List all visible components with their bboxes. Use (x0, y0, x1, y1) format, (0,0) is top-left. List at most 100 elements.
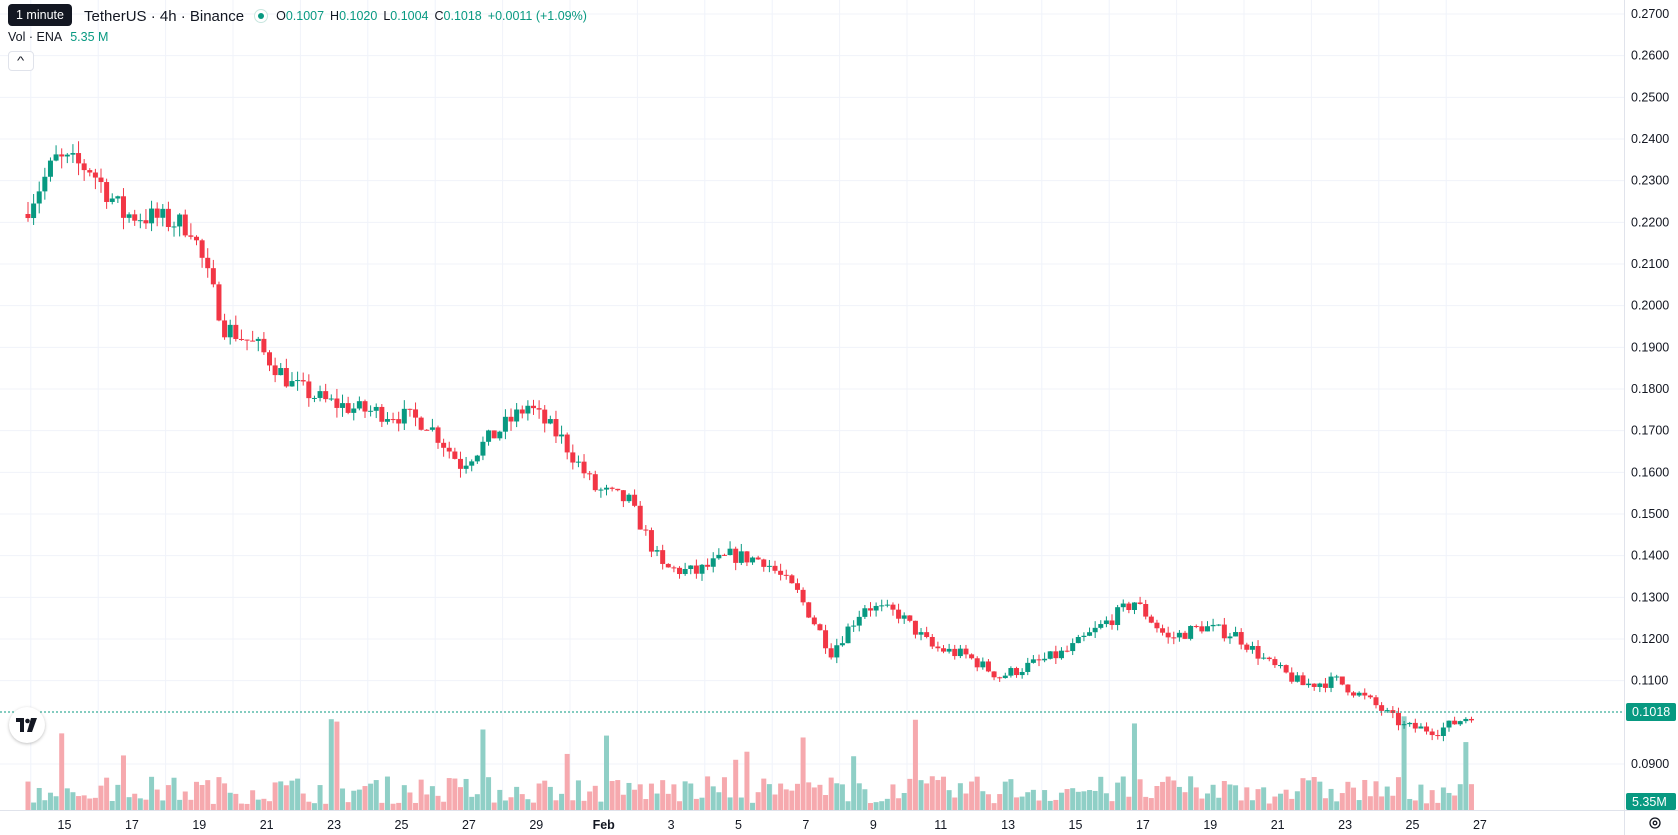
candle-body (379, 406, 385, 422)
symbol-title[interactable]: TetherUS · 4h · Binance (84, 7, 245, 25)
volume-bar (862, 789, 868, 810)
candle-body (918, 632, 924, 635)
candle-body (637, 505, 643, 530)
chart-grid (0, 0, 1624, 810)
volume-bar (598, 801, 604, 810)
volume-bar (362, 786, 368, 810)
volume-bar (165, 785, 171, 810)
candle-body (429, 427, 435, 430)
volume-bar (154, 789, 160, 810)
volume-bar (575, 780, 581, 810)
candle-body (390, 419, 396, 421)
volume-bars (25, 716, 1474, 810)
candle-body (1182, 632, 1188, 639)
price-tick-label: 0.1700 (1631, 424, 1669, 438)
volume-bar (879, 801, 885, 810)
volume-bar (413, 802, 419, 810)
candle-body (457, 458, 463, 469)
volume-bar (1070, 788, 1076, 810)
volume-bar (323, 803, 329, 810)
volume-bar (137, 798, 143, 810)
candle-body (677, 567, 683, 575)
time-tick-label: 27 (1473, 818, 1487, 832)
volume-label[interactable]: Vol · ENA (8, 30, 63, 44)
candle-body (738, 551, 744, 563)
volume-bar (890, 784, 896, 810)
volume-bar (884, 798, 890, 810)
settings-gear-icon[interactable] (1648, 816, 1662, 830)
tradingview-logo[interactable] (9, 707, 45, 743)
candle-body (261, 338, 267, 353)
volume-bar (553, 800, 559, 810)
volume-bar (452, 778, 458, 810)
candle-body (941, 648, 947, 652)
volume-bar (222, 783, 228, 810)
volume-bar (1255, 789, 1261, 810)
candle-body (620, 490, 626, 502)
time-tick-label: 9 (870, 818, 877, 832)
candle-body (1328, 676, 1334, 688)
candle-body (834, 645, 840, 658)
candle-body (721, 554, 727, 556)
volume-bar (1244, 787, 1250, 810)
volume-bar (238, 803, 244, 810)
volume-bar (1446, 792, 1452, 810)
volume-bar (1025, 792, 1031, 810)
volume-bar (935, 780, 941, 810)
candle-body (766, 565, 772, 567)
volume-bar (1322, 798, 1328, 810)
candle-body (1160, 628, 1166, 633)
volume-bar (1289, 798, 1295, 810)
candle-body (205, 257, 211, 269)
volume-bar (1283, 789, 1289, 810)
candle-body (985, 661, 991, 672)
volume-bar (1019, 796, 1025, 810)
volume-bar (946, 790, 952, 810)
candle-body (581, 461, 587, 474)
volume-bar (643, 799, 649, 810)
volume-bar (53, 796, 59, 810)
candle-body (362, 401, 368, 412)
price-tick-label: 0.1400 (1631, 549, 1669, 563)
candle-body (519, 409, 525, 414)
volume-bar (536, 783, 542, 810)
volume-value: 5.35 M (70, 30, 109, 44)
volume-bar (985, 794, 991, 810)
time-tick-label: 21 (260, 818, 274, 832)
collapse-legend-button[interactable]: ^ (8, 51, 34, 71)
price-axis[interactable]: 0.2700 0.2600 0.2500 0.2400 0.2300 0.2200 0.21… (1624, 0, 1677, 835)
volume-bar (604, 735, 610, 810)
candle-body (480, 441, 486, 456)
candle-body (660, 550, 666, 564)
volume-bar (390, 803, 396, 810)
candle-body (1053, 651, 1059, 659)
candle-body (1070, 643, 1076, 652)
volume-bar (755, 792, 761, 810)
volume-bar (1126, 796, 1132, 810)
volume-bar (283, 785, 289, 810)
candle-body (530, 405, 536, 409)
candle-body (845, 626, 851, 644)
volume-bar (587, 791, 593, 810)
candle-body (474, 455, 480, 462)
candle-body (267, 352, 273, 366)
candle-body (1289, 672, 1295, 682)
volume-bar (356, 789, 362, 810)
volume-bar (592, 785, 598, 810)
candle-body (705, 564, 711, 567)
volume-bar (514, 786, 520, 810)
candle-body (1019, 671, 1025, 676)
candle-body (143, 220, 149, 224)
volume-bar (901, 792, 907, 810)
candle-body (1103, 620, 1109, 625)
volume-bar (1087, 790, 1093, 810)
candle-body (1317, 683, 1323, 687)
time-axis[interactable]: 15 17 19 21 23 25 27 29 Feb 3 5 7 9 11 13 15 17 19 21 23 25 2… (0, 810, 1678, 833)
candle-body (1300, 675, 1306, 686)
volume-bar (379, 802, 385, 810)
candle-body (1233, 632, 1239, 637)
volume-bar (688, 783, 694, 810)
volume-bar (1463, 742, 1469, 810)
candle-body (980, 661, 986, 668)
